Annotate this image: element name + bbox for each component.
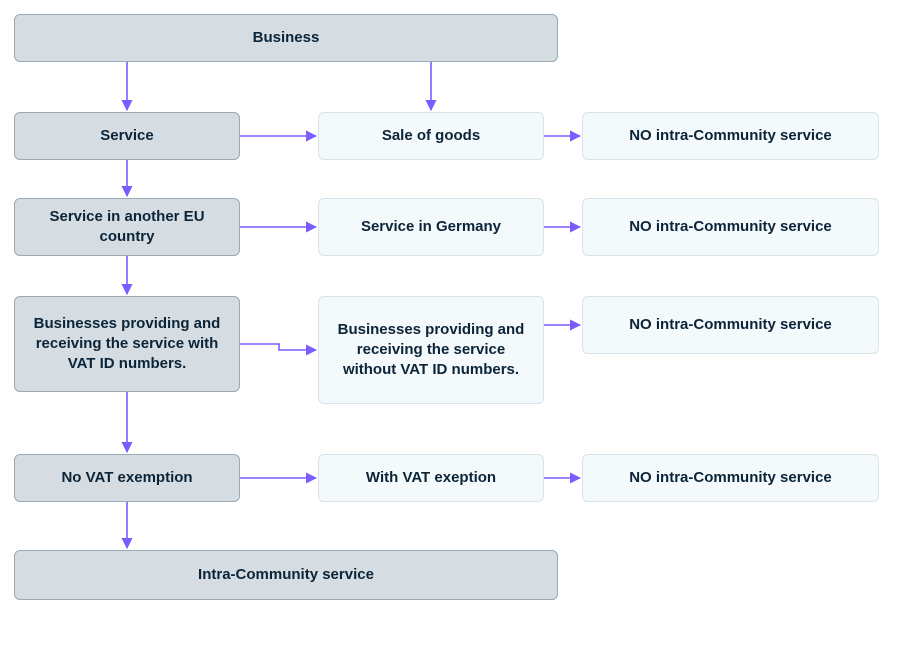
flowchart-container: Business Service Sale of goods NO intra-… <box>0 0 919 645</box>
node-service-de: Service in Germany <box>318 198 544 256</box>
node-with-vat-ids: Businesses providing and receiving the s… <box>14 296 240 392</box>
node-service: Service <box>14 112 240 160</box>
node-sale-of-goods: Sale of goods <box>318 112 544 160</box>
node-no-ics-2: NO intra-Community service <box>582 198 879 256</box>
node-with-exempt: With VAT exeption <box>318 454 544 502</box>
node-service-eu: Service in another EU country <box>14 198 240 256</box>
node-no-exempt: No VAT exemption <box>14 454 240 502</box>
node-without-vat-ids: Businesses providing and receiving the s… <box>318 296 544 404</box>
node-business: Business <box>14 14 558 62</box>
node-no-ics-3: NO intra-Community service <box>582 296 879 354</box>
node-no-ics-4: NO intra-Community service <box>582 454 879 502</box>
node-no-ics-1: NO intra-Community service <box>582 112 879 160</box>
node-intra-comm: Intra-Community service <box>14 550 558 600</box>
